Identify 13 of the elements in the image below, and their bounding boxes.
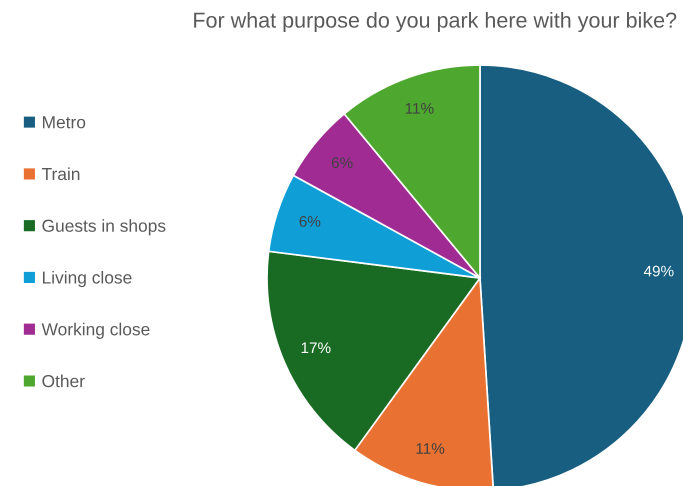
legend-label: Other xyxy=(42,374,85,388)
data-label: 6% xyxy=(332,157,353,168)
data-label: 49% xyxy=(644,266,674,276)
data-label: 11% xyxy=(406,103,434,114)
legend-label: Living close xyxy=(42,270,132,288)
legend-label: Guests in shops xyxy=(42,219,166,236)
legend-label: Metro xyxy=(42,116,86,128)
data-label: 11% xyxy=(416,443,444,454)
legend-label: Train xyxy=(42,167,80,180)
data-label: 6% xyxy=(300,216,320,227)
data-label: 17% xyxy=(302,342,331,354)
chart-title: For what purpose do you park here with your bike? xyxy=(194,12,676,32)
legend-label: Working close xyxy=(42,322,150,339)
